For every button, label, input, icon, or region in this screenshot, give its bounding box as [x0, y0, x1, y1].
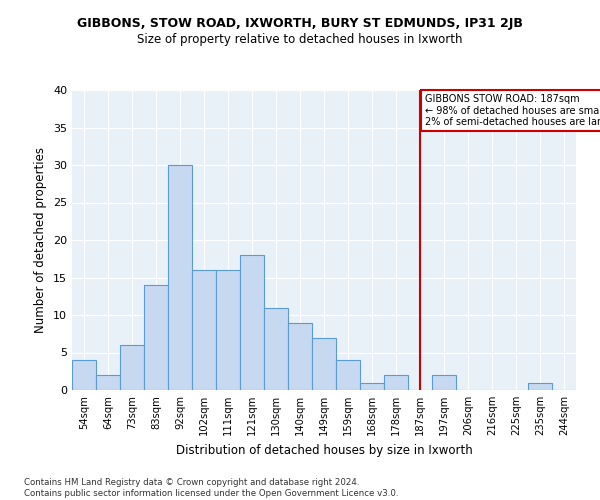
Text: Contains HM Land Registry data © Crown copyright and database right 2024.
Contai: Contains HM Land Registry data © Crown c…: [24, 478, 398, 498]
Bar: [216, 270, 240, 390]
Bar: [144, 285, 168, 390]
Text: GIBBONS STOW ROAD: 187sqm
← 98% of detached houses are smaller (139)
2% of semi-: GIBBONS STOW ROAD: 187sqm ← 98% of detac…: [425, 94, 600, 127]
Bar: [312, 338, 336, 390]
Bar: [72, 360, 96, 390]
Bar: [192, 270, 216, 390]
Bar: [336, 360, 360, 390]
Bar: [288, 322, 312, 390]
Text: Size of property relative to detached houses in Ixworth: Size of property relative to detached ho…: [137, 32, 463, 46]
X-axis label: Distribution of detached houses by size in Ixworth: Distribution of detached houses by size …: [176, 444, 472, 456]
Bar: [360, 382, 384, 390]
Y-axis label: Number of detached properties: Number of detached properties: [34, 147, 47, 333]
Bar: [120, 345, 144, 390]
Bar: [432, 375, 456, 390]
Bar: [264, 308, 288, 390]
Bar: [528, 382, 552, 390]
Bar: [168, 165, 192, 390]
Bar: [240, 255, 264, 390]
Text: GIBBONS, STOW ROAD, IXWORTH, BURY ST EDMUNDS, IP31 2JB: GIBBONS, STOW ROAD, IXWORTH, BURY ST EDM…: [77, 18, 523, 30]
Bar: [384, 375, 408, 390]
Bar: [96, 375, 120, 390]
